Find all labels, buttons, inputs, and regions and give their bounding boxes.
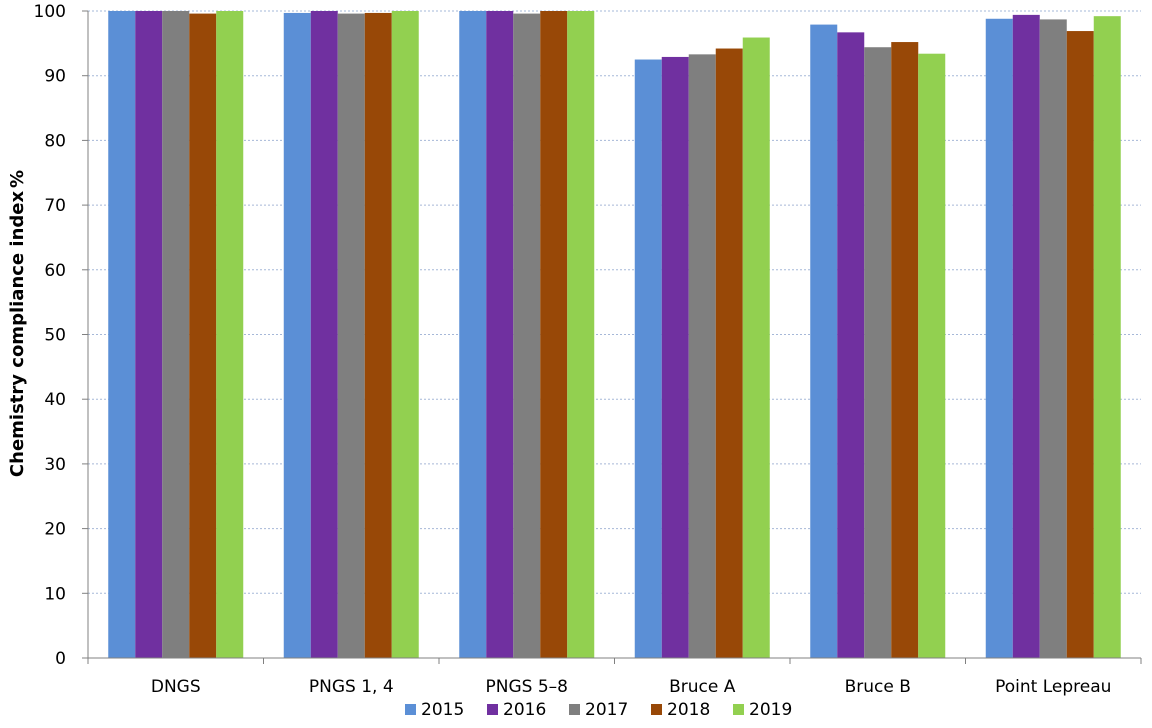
x-category-labels: DNGS PNGS 1, 4 PNGS 5–8 Bruce A Bruce B Point… [151,677,1112,697]
legend-swatch [569,704,580,715]
y-tick-label: 20 [44,520,66,540]
bar-2017-0 [162,11,190,658]
bar-2019-4 [918,53,946,658]
bar-2019-1 [391,11,419,658]
legend-label: 2017 [585,700,628,720]
y-tick-label: 90 [44,67,66,87]
bar-2015-2 [459,11,487,658]
gridlines [88,10,1141,594]
y-tick-label: 80 [44,131,66,151]
x-category-label: Bruce B [845,677,911,697]
legend-swatch [405,704,416,715]
bar-2016-1 [310,11,338,658]
bar-2019-2 [567,11,595,658]
bar-2016-2 [486,11,514,658]
bar-2018-5 [1066,31,1094,658]
bar-2017-2 [513,13,541,658]
bar-2017-4 [864,47,892,659]
legend-label: 2019 [749,700,792,720]
bar-2015-3 [634,59,662,658]
y-tick-labels: 0 10 20 30 40 50 60 70 80 90 100 [34,2,88,669]
axes [87,11,1142,664]
y-tick-label: 30 [44,455,66,475]
bar-2015-1 [283,12,311,659]
x-category-label: PNGS 5–8 [486,677,568,697]
y-tick-label: 60 [44,261,66,281]
bar-2019-5 [1093,16,1121,658]
bar-2017-3 [688,54,716,658]
bar-2016-4 [837,32,865,658]
bar-2017-1 [337,13,365,658]
x-category-label: Point Lepreau [995,677,1111,697]
y-tick-label: 70 [44,196,66,216]
bar-2018-1 [364,12,392,659]
bar-2019-0 [216,11,244,658]
x-category-label: Bruce A [669,677,736,697]
bars [108,11,1121,659]
y-tick-label: 100 [34,2,66,22]
legend-swatch [651,704,662,715]
y-axis-unit: % [7,170,28,188]
bar-2016-3 [661,56,689,658]
bar-2018-2 [540,11,568,658]
bar-2018-0 [189,13,217,658]
bar-2018-3 [715,48,743,658]
legend-item: 2019 [733,700,792,720]
legend-label: 2018 [667,700,710,720]
legend-swatch [733,704,744,715]
bar-2015-5 [985,18,1013,659]
bar-2018-4 [891,42,919,658]
legend-item: 2017 [569,700,628,720]
legend-item: 2015 [405,700,464,720]
x-category-label: DNGS [151,677,201,697]
legend-swatch [487,704,498,715]
x-category-label: PNGS 1, 4 [309,677,394,697]
bar-2019-3 [742,37,770,659]
legend-item: 2016 [487,700,546,720]
y-tick-label: 10 [44,584,66,604]
bar-2017-5 [1039,19,1067,658]
bar-2015-4 [810,24,838,659]
bar-2016-5 [1012,14,1040,658]
legend: 2015 2016 2017 2018 2019 [405,700,792,720]
y-tick-label: 40 [44,390,66,410]
legend-item: 2018 [651,700,710,720]
y-tick-label: 50 [44,326,66,346]
legend-label: 2016 [503,700,546,720]
bar-2016-0 [135,11,163,658]
y-tick-label: 0 [55,649,66,669]
y-axis-label: Chemistry compliance index [7,191,28,478]
bar-2015-0 [108,11,136,658]
legend-label: 2015 [421,700,464,720]
